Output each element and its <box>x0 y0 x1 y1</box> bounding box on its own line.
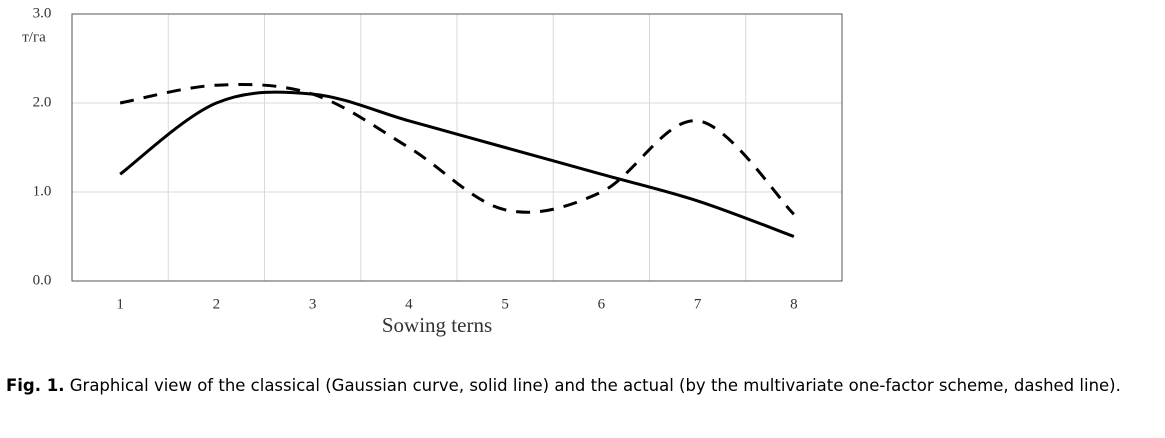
series-line <box>119 90 795 238</box>
y-axis-label: т/га <box>22 29 46 45</box>
caption: Fig. 1. Graphical view of the classical … <box>6 372 1158 400</box>
x-axis-label: Sowing terns <box>382 313 492 337</box>
y-tick-label: 0.0 <box>33 272 52 288</box>
x-tick-label: 6 <box>598 296 606 312</box>
x-tick-label: 4 <box>405 296 413 312</box>
series-line <box>119 83 795 216</box>
caption-label: Fig. 1. <box>6 376 65 395</box>
y-tick-label: 3.0 <box>33 5 52 21</box>
x-tick-label: 7 <box>694 296 702 312</box>
x-tick-label: 3 <box>309 296 317 312</box>
caption-text: Graphical view of the classical (Gaussia… <box>69 376 1121 395</box>
x-tick-label: 5 <box>501 296 509 312</box>
y-tick-label: 2.0 <box>33 94 52 110</box>
x-tick-label: 8 <box>790 296 798 312</box>
x-tick-label: 1 <box>116 296 124 312</box>
chart: т/га Sowing terns 0.0 1.0 2.0 3.0 1 2 3 4 5 6 7 8 <box>22 5 843 337</box>
x-tick-label: 2 <box>213 296 221 312</box>
plot-border <box>71 13 843 282</box>
y-tick-label: 1.0 <box>33 183 52 199</box>
